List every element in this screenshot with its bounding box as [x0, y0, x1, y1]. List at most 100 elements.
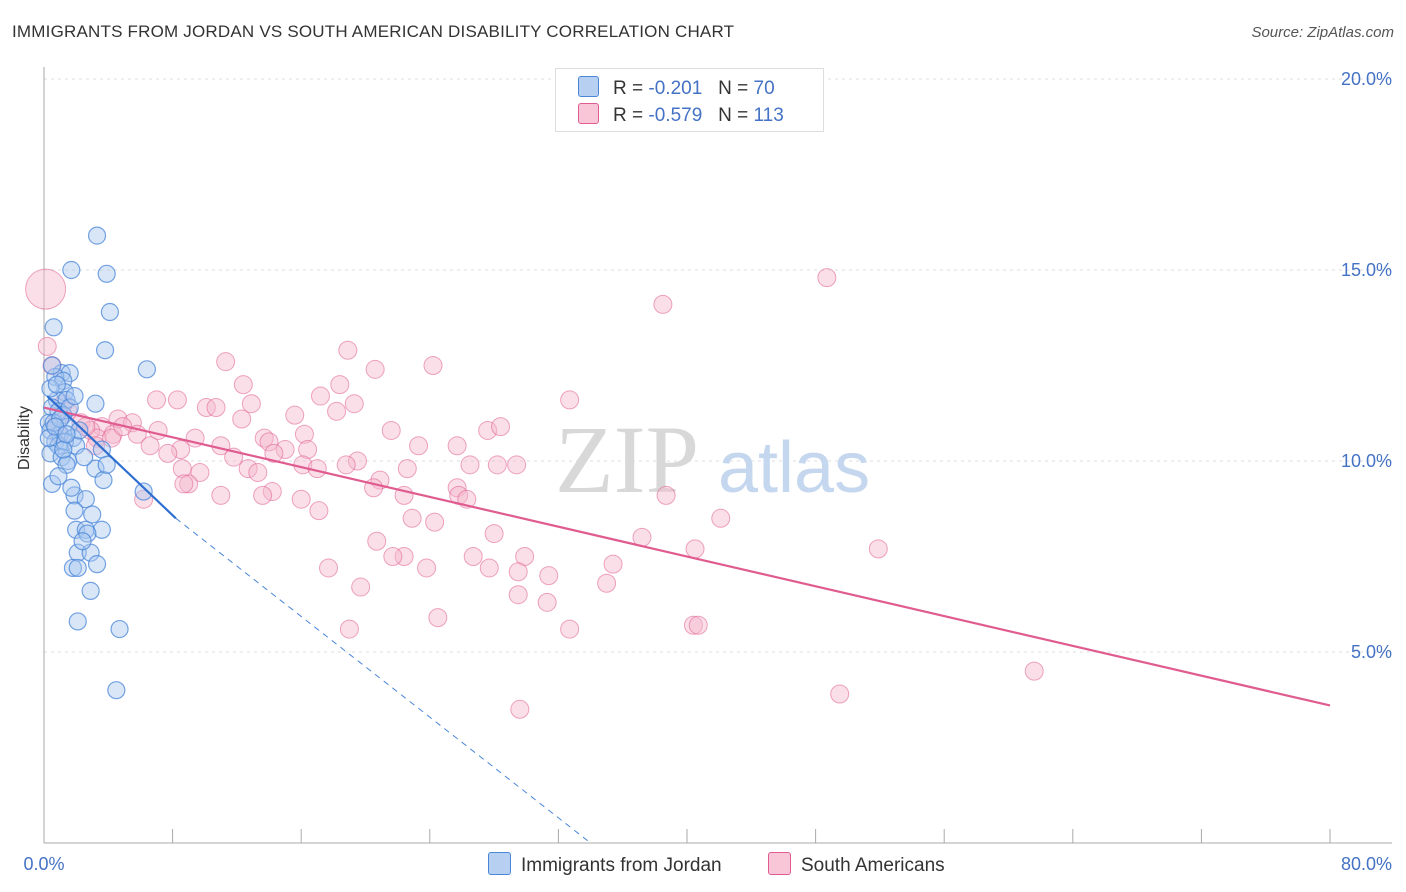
south-point — [425, 512, 445, 532]
south-point — [206, 398, 226, 418]
tick-labels: 5.0% 10.0% 15.0% 20.0% 0.0% 80.0% — [23, 69, 1392, 874]
jordan-point — [137, 360, 156, 379]
jordan-point — [92, 520, 111, 539]
south-point — [232, 409, 252, 429]
south-swatch — [578, 103, 599, 124]
south-point — [402, 508, 422, 528]
south-point — [688, 615, 708, 635]
jordan-point — [86, 394, 105, 413]
y-axis-label: Disability — [16, 405, 33, 470]
south-legend-swatch — [768, 852, 791, 875]
south-point — [344, 394, 364, 414]
south-point — [478, 420, 498, 440]
y-tick-label: 15.0% — [1341, 260, 1392, 280]
south-point — [87, 428, 107, 448]
legend-row-jordan: R = -0.201 N = 70 — [578, 76, 775, 100]
jordan-trend-line — [46, 395, 177, 520]
jordan-point — [68, 612, 87, 631]
south-point — [134, 489, 154, 509]
south-point — [381, 420, 401, 440]
jordan-swatch — [578, 76, 599, 97]
south-point — [487, 455, 507, 475]
south-point — [409, 436, 429, 456]
south-point — [597, 573, 617, 593]
legend-item-south[interactable]: South Americans — [768, 852, 945, 877]
south-point — [275, 440, 295, 460]
south-r-value: -0.579 — [648, 105, 703, 126]
south-point — [417, 558, 437, 578]
jordan-point — [65, 386, 84, 406]
jordan-points — [39, 226, 156, 700]
y-tick-label: 10.0% — [1341, 451, 1392, 471]
south-point — [460, 455, 480, 475]
south-point — [463, 547, 483, 566]
south-point — [298, 440, 318, 460]
south-trend-line — [43, 406, 1331, 707]
south-point — [603, 554, 623, 574]
jordan-point — [62, 260, 81, 280]
jordan-legend-swatch — [488, 852, 511, 875]
jordan-n-value: 70 — [753, 78, 775, 99]
jordan-point — [42, 356, 62, 375]
south-point — [367, 531, 387, 551]
south-point — [347, 451, 367, 471]
axes — [43, 67, 1392, 844]
jordan-point — [95, 341, 115, 360]
south-point — [259, 432, 279, 452]
south-point — [327, 401, 347, 421]
south-point — [285, 405, 305, 425]
south-point — [190, 462, 210, 482]
jordan-point — [44, 318, 63, 337]
south-point — [653, 294, 673, 314]
watermark-atlas: atlas — [718, 428, 870, 508]
legend-item-jordan[interactable]: Immigrants from Jordan — [488, 852, 722, 877]
south-point — [179, 474, 199, 494]
jordan-point — [87, 226, 107, 245]
south-point — [233, 375, 253, 395]
jordan-point — [100, 302, 120, 322]
jordan-point — [97, 264, 116, 283]
jordan-point — [83, 505, 102, 524]
jordan-point — [60, 364, 79, 383]
south-point — [868, 539, 888, 559]
south-point — [171, 440, 191, 460]
legend-row-south: R = -0.579 N = 113 — [578, 103, 784, 127]
south-point — [158, 443, 178, 463]
jordan-point — [81, 581, 100, 600]
jordan-point — [67, 520, 86, 539]
south-point — [262, 482, 282, 502]
south-point — [508, 585, 528, 605]
south-point — [216, 352, 236, 372]
south-point — [711, 508, 731, 528]
x-tick-label-max: 80.0% — [1341, 854, 1392, 874]
south-point — [339, 619, 359, 639]
south-point — [241, 394, 261, 414]
jordan-trend-extension — [175, 517, 591, 844]
south-point — [264, 443, 284, 463]
south-point — [25, 268, 67, 310]
jordan-point — [87, 555, 107, 574]
jordan-point — [73, 532, 92, 551]
south-point — [491, 417, 511, 437]
south-point — [291, 489, 311, 509]
south-point — [560, 390, 580, 410]
south-point — [336, 455, 356, 475]
south-americans-points — [25, 268, 1044, 719]
south-point — [211, 485, 231, 505]
trend-lines — [43, 395, 1331, 844]
south-point — [140, 436, 160, 456]
jordan-point — [62, 478, 81, 497]
south-point — [539, 566, 559, 586]
south-point — [248, 462, 268, 482]
jordan-point — [134, 482, 153, 501]
jordan-point — [49, 467, 68, 486]
watermark-zip: ZIP — [555, 406, 699, 513]
jordan-point — [107, 681, 126, 700]
x-tick-label-min: 0.0% — [23, 854, 64, 874]
jordan-point — [68, 558, 87, 578]
south-point — [447, 436, 467, 456]
south-point — [253, 485, 273, 505]
jordan-point — [39, 428, 58, 448]
south-point — [196, 398, 216, 418]
